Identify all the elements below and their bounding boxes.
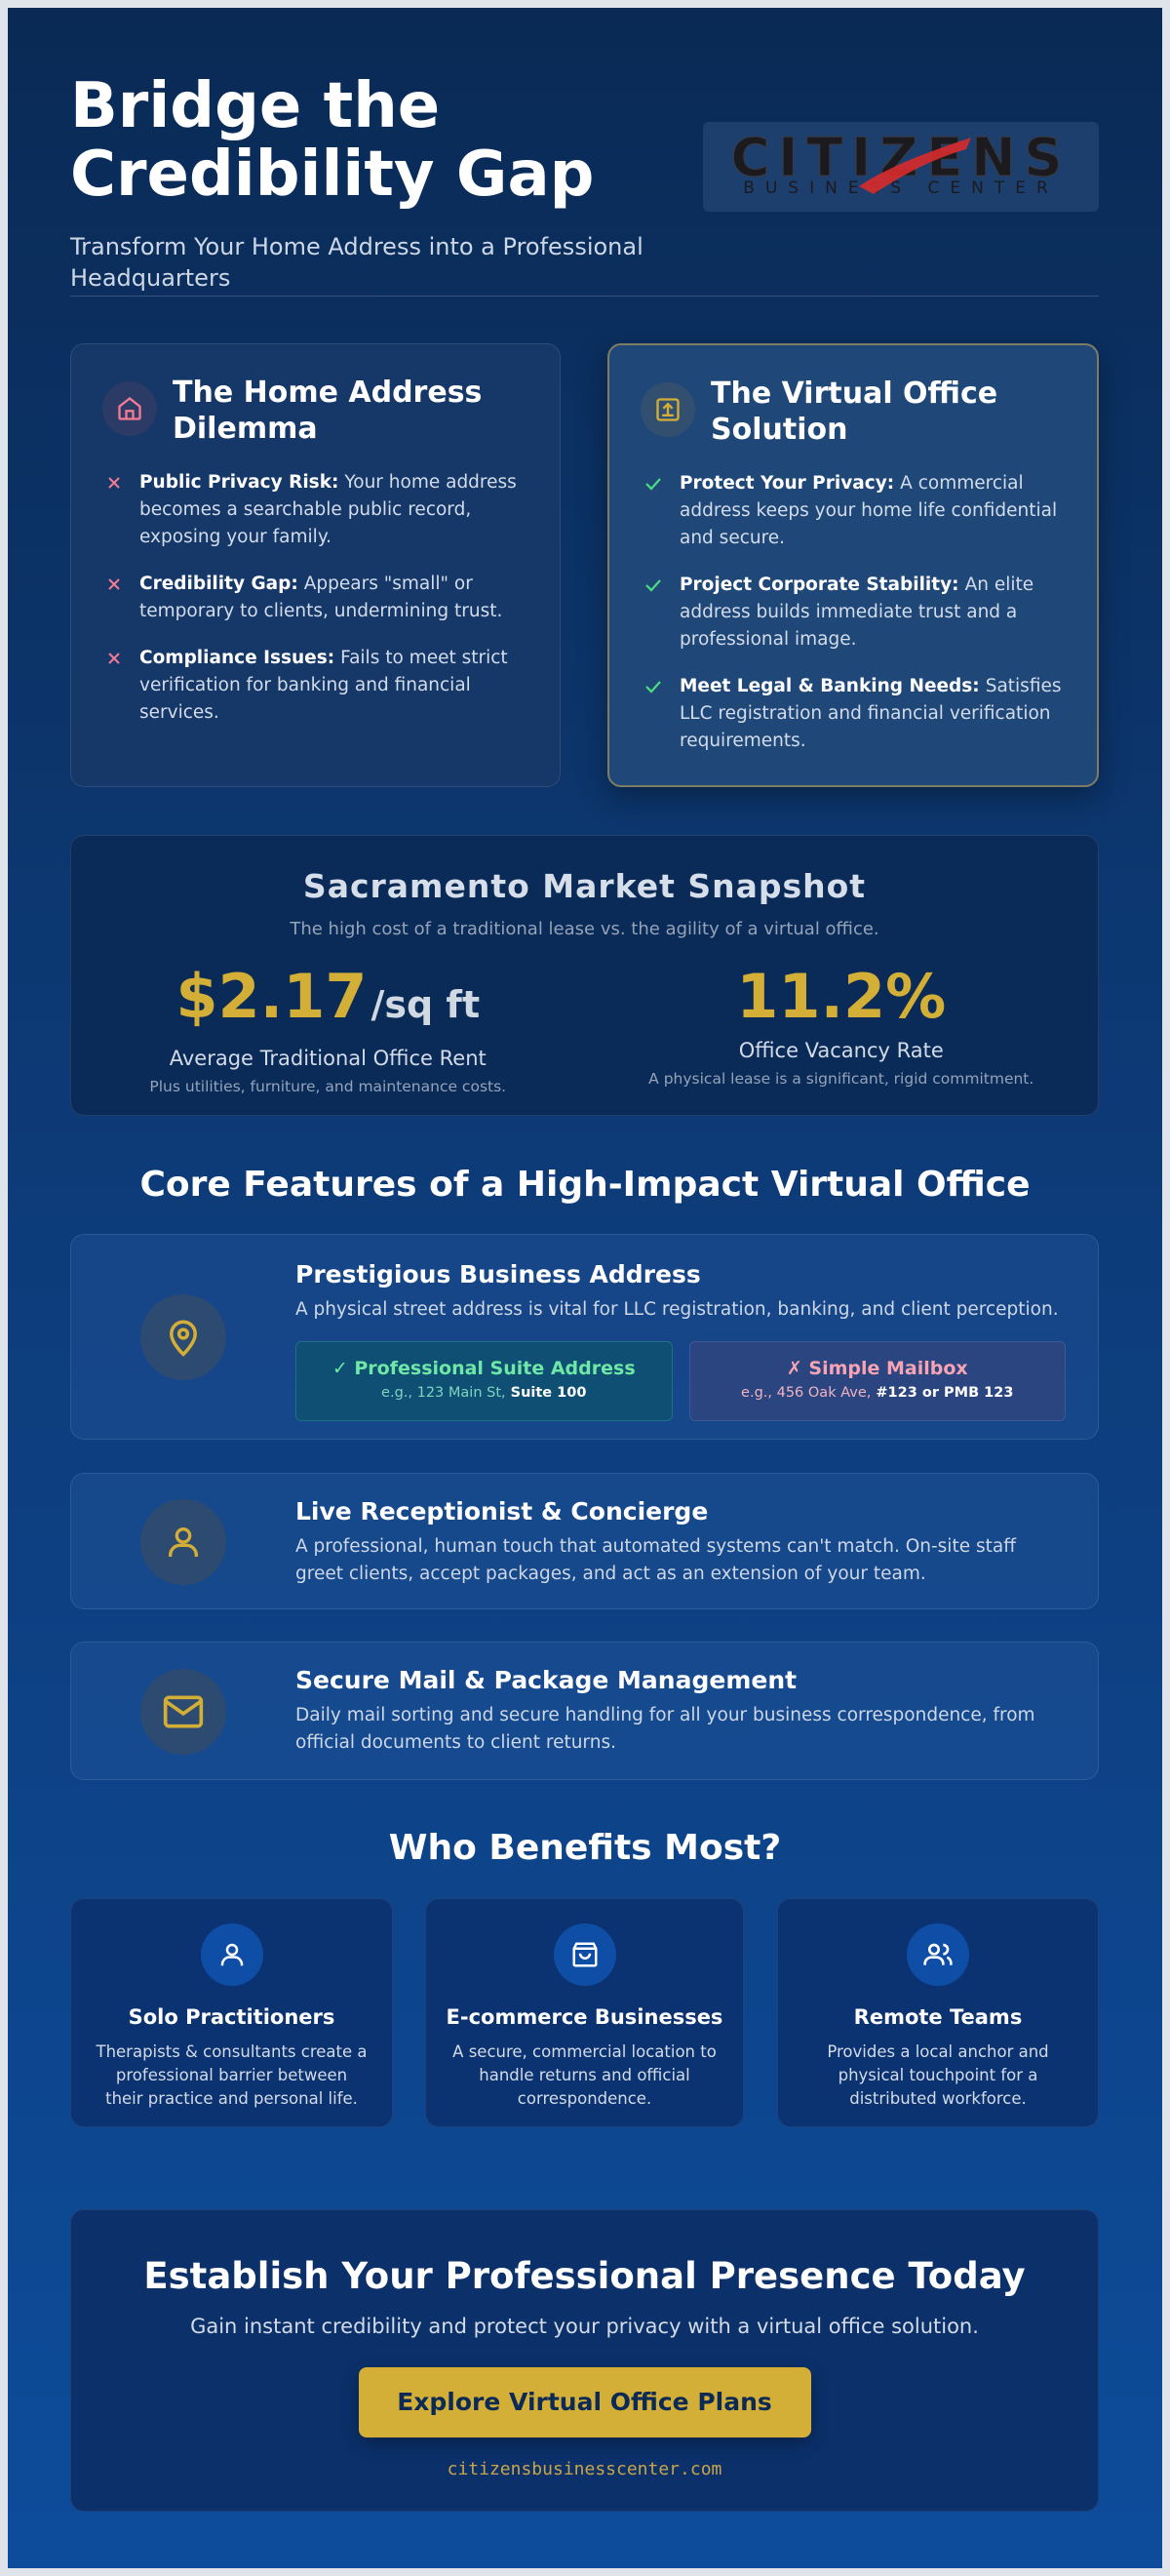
item-description: Satisfies LLC registration and financial… [680, 676, 1062, 751]
person-icon [140, 1499, 226, 1585]
subtitle: Transform Your Home Address into a Profe… [70, 232, 644, 293]
benefit-card: Solo Practitioners Therapists & consulta… [70, 1898, 393, 2127]
benefit-title: Remote Teams [853, 2005, 1023, 2029]
benefit-title: Solo Practitioners [128, 2005, 335, 2029]
header: Bridge the Credibility Gap Transform You… [70, 72, 675, 295]
benefit-title: E-commerce Businesses [446, 2005, 723, 2029]
benefit-card: Remote Teams Provides a local anchor and… [777, 1898, 1099, 2127]
good-label: ✓ Professional Suite Address [332, 1358, 636, 1379]
user-icon [200, 1923, 263, 1986]
card-title: The Virtual Office Solution [711, 376, 998, 447]
stat-label: Office Vacancy Rate [738, 1039, 944, 1062]
good-example-text: e.g., 123 Main St, [381, 1385, 506, 1401]
bad-example-text: e.g., 456 Oak Ave, [741, 1385, 872, 1401]
website-url[interactable]: citizensbusinesscenter.com [447, 2459, 722, 2479]
item-description: A commercial address keeps your home lif… [680, 473, 1058, 548]
item-description: Fails to meet strict verification for ba… [139, 648, 508, 723]
feature-title: Live Receptionist & Concierge [295, 1497, 709, 1526]
feature-text: A physical street address is vital for L… [295, 1299, 1059, 1320]
item-list: Public Privacy Risk: Your home address be… [106, 469, 535, 746]
item-description: An elite address builds immediate trust … [680, 575, 1034, 650]
logo-tagline: BUSINESS CENTER [743, 178, 1059, 198]
cta-subtitle: Gain instant credibility and protect you… [190, 2315, 979, 2338]
feature-card: Live Receptionist & Concierge A professi… [70, 1473, 1099, 1609]
item-text: Compliance Issues: Fails to meet strict v… [139, 645, 535, 727]
bad-label: ✗ Simple Mailbox [786, 1358, 968, 1379]
list-item: Meet Legal & Banking Needs: Satisfies LLC… [644, 673, 1073, 755]
market-title: Sacramento Market Snapshot [302, 867, 867, 905]
item-label: Meet Legal & Banking Needs: [680, 676, 980, 696]
benefit-text: A secure, commercial location to handle … [452, 2042, 717, 2108]
section-heading: Who Benefits Most? [388, 1828, 782, 1868]
stat: $2.17/sq ft Average Traditional Office R… [71, 961, 585, 1095]
market-subtitle: The high cost of a traditional lease vs.… [290, 919, 879, 939]
list-item: Public Privacy Risk: Your home address be… [106, 469, 535, 551]
team-icon [907, 1923, 969, 1986]
feature-text: Daily mail sorting and secure handling f… [295, 1705, 1035, 1753]
item-text: Public Privacy Risk: Your home address be… [139, 469, 535, 551]
benefit-text: Provides a local anchor and physical tou… [827, 2042, 1049, 2108]
call-to-action: Establish Your Professional Presence Tod… [70, 2209, 1099, 2512]
item-text: Credibility Gap: Appears "small" or tempo… [139, 571, 535, 625]
stat-note: A physical lease is a significant, rigid… [648, 1070, 1034, 1088]
card-title: The Home Address Dilemma [173, 376, 483, 446]
stat-note: Plus utilities, furniture, and maintenan… [149, 1078, 507, 1095]
item-text: Project Corporate Stability: An elite add… [680, 572, 1073, 654]
home-icon [102, 381, 157, 436]
item-label: Public Privacy Risk: [139, 472, 339, 493]
item-description: Appears "small" or temporary to clients,… [139, 574, 503, 621]
pin-icon [140, 1294, 226, 1380]
logo: CITIZENS BUSINESS CENTER [703, 122, 1099, 212]
list-item: Compliance Issues: Fails to meet strict v… [106, 645, 535, 727]
stat-value: 11.2% [736, 961, 947, 1032]
bad-highlight: #123 or PMB 123 [876, 1385, 1014, 1401]
feature-text: A professional, human touch that automat… [295, 1536, 1016, 1584]
item-text: Protect Your Privacy: A commercial addres… [680, 470, 1073, 552]
logo-swoosh [859, 138, 971, 194]
item-label: Protect Your Privacy: [680, 473, 895, 494]
item-description: Your home address becomes a searchable p… [139, 472, 517, 547]
stat-label: Average Traditional Office Rent [169, 1047, 487, 1070]
bad-example: ✗ Simple Mailbox e.g., 456 Oak Ave, #123 … [688, 1341, 1066, 1421]
item-text: Meet Legal & Banking Needs: Satisfies LLC… [680, 673, 1073, 755]
good-example: ✓ Professional Suite Address e.g., 123 M… [295, 1341, 673, 1421]
stat-unit: /sq ft [370, 983, 481, 1026]
section-heading: Core Features of a High-Impact Virtual O… [139, 1165, 1031, 1205]
feature-card: Prestigious Business Address A physical … [70, 1234, 1099, 1440]
item-list: Protect Your Privacy: A commercial addres… [644, 470, 1073, 774]
market-snapshot: Sacramento Market Snapshot The high cost… [70, 835, 1099, 1116]
list-item: Protect Your Privacy: A commercial addres… [644, 470, 1073, 552]
benefit-card: E-commerce Businesses A secure, commerci… [425, 1898, 744, 2127]
feature-title: Secure Mail & Package Management [295, 1666, 798, 1694]
good-highlight: Suite 100 [510, 1385, 587, 1401]
item-label: Project Corporate Stability: [680, 575, 959, 595]
cta-title: Establish Your Professional Presence Tod… [143, 2255, 1026, 2297]
divider [70, 296, 1099, 297]
office-icon [641, 382, 695, 437]
cta-button[interactable]: Explore Virtual Office Plans [358, 2367, 811, 2437]
feature-title: Prestigious Business Address [295, 1260, 701, 1288]
bag-icon [553, 1923, 616, 1986]
feature-card: Secure Mail & Package Management Daily m… [70, 1642, 1099, 1780]
problem-card: The Home Address Dilemma Public Privacy … [70, 343, 561, 787]
list-item: Credibility Gap: Appears "small" or tempo… [106, 571, 535, 625]
item-label: Compliance Issues: [139, 648, 335, 668]
mail-icon [140, 1669, 226, 1755]
stat: 11.2% Office Vacancy Rate A physical lea… [585, 961, 1099, 1095]
stat-value: $2.17 [176, 961, 368, 1032]
solution-card: The Virtual Office Solution Protect Your… [607, 343, 1099, 787]
item-label: Credibility Gap: [139, 574, 298, 594]
title: Bridge the Credibility Gap [70, 70, 595, 212]
list-item: Project Corporate Stability: An elite add… [644, 572, 1073, 654]
benefit-text: Therapists & consultants create a profes… [96, 2042, 368, 2108]
